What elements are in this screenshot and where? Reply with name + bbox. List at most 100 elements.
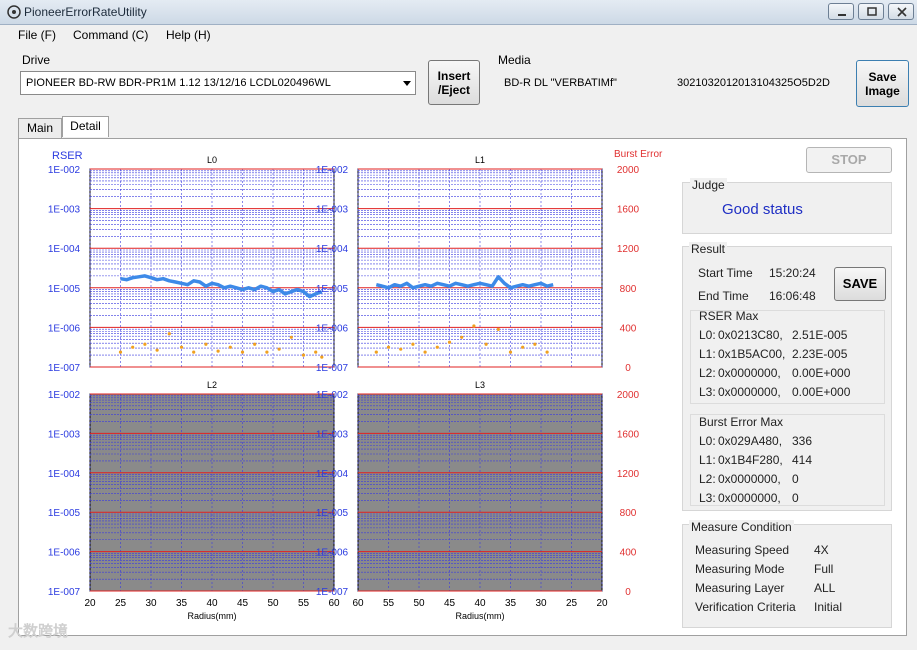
rser-value: 2.51E-005 bbox=[792, 328, 848, 342]
burst-point bbox=[301, 353, 306, 357]
watermark: 大数跨境 bbox=[8, 623, 69, 640]
maximize-button[interactable] bbox=[858, 3, 884, 20]
close-button[interactable] bbox=[888, 3, 914, 20]
measure-value: 4X bbox=[814, 543, 829, 557]
window-title: PioneerErrorRateUtility bbox=[24, 5, 147, 19]
measure-title: Measure Condition bbox=[689, 520, 794, 534]
x-tick-label: 55 bbox=[383, 598, 395, 609]
burst-tick-label: 0 bbox=[625, 363, 631, 374]
rser-tick-label: 1E-005 bbox=[316, 284, 349, 295]
rser-tick-label: 1E-003 bbox=[48, 429, 81, 440]
x-tick-label: 20 bbox=[84, 598, 96, 609]
rser-tick-label: 1E-005 bbox=[48, 284, 81, 295]
rser-tick-label: 1E-002 bbox=[48, 165, 81, 176]
burst-point bbox=[374, 350, 378, 354]
rser-tick-label: 1E-004 bbox=[316, 244, 349, 255]
measure-condition-section: Measure Condition Measuring Speed 4X Mea… bbox=[682, 520, 892, 628]
rser-tick-label: 1E-007 bbox=[316, 587, 349, 598]
burst-tick-label: 1200 bbox=[617, 469, 640, 480]
burst-point bbox=[472, 324, 476, 328]
measure-label: Measuring Speed bbox=[695, 543, 790, 557]
minimize-button[interactable] bbox=[828, 3, 854, 20]
burst-address: 0x029A480, bbox=[718, 434, 783, 448]
rser-value: 0.00E+000 bbox=[792, 385, 851, 399]
rser-tick-label: 1E-003 bbox=[316, 205, 349, 216]
menu-bar: File (F) Command (C) Help (H) bbox=[0, 24, 917, 46]
end-time-label: End Time bbox=[698, 289, 749, 303]
burst-point bbox=[460, 335, 464, 339]
x-tick-label: 40 bbox=[206, 598, 218, 609]
measure-value: Full bbox=[814, 562, 834, 576]
end-time-value: 16:06:48 bbox=[769, 289, 816, 303]
rser-value: 0.00E+000 bbox=[792, 366, 851, 380]
burst-value: 0 bbox=[792, 491, 799, 505]
rser-address: 0x1B5AC00, bbox=[718, 347, 786, 361]
rser-tick-label: 1E-005 bbox=[316, 508, 349, 519]
media-label: Media bbox=[498, 53, 531, 67]
media-disc-type: BD-R DL "VERBATIMf" bbox=[504, 77, 617, 89]
burst-tick-label: 2000 bbox=[617, 165, 640, 176]
burst-layer: L1: bbox=[699, 453, 716, 467]
x-tick-label: 20 bbox=[596, 598, 608, 609]
x-axis-title: Radius(mm) bbox=[455, 611, 504, 621]
burst-point bbox=[179, 345, 184, 349]
x-tick-label: 35 bbox=[176, 598, 188, 609]
burst-point bbox=[216, 349, 220, 353]
burst-point bbox=[167, 332, 171, 336]
x-tick-label: 50 bbox=[267, 598, 279, 609]
burst-point bbox=[386, 345, 391, 349]
burst-point bbox=[533, 342, 537, 346]
drive-select-value: PIONEER BD-RW BDR-PR1M 1.12 13/12/16 LCD… bbox=[26, 77, 331, 89]
rser-address: 0x0213C80, bbox=[718, 328, 783, 342]
judge-status: Good status bbox=[722, 201, 803, 218]
burst-point bbox=[508, 350, 513, 354]
x-tick-label: 60 bbox=[352, 598, 364, 609]
menu-file[interactable]: File (F) bbox=[18, 28, 56, 42]
rser-tick-label: 1E-002 bbox=[316, 165, 349, 176]
burst-point bbox=[253, 342, 257, 346]
tab-main[interactable]: Main bbox=[18, 118, 62, 138]
save-button[interactable]: SAVE bbox=[834, 267, 886, 301]
rser-max-group: RSER Max L0: 0x0213C80, 2.51E-005 L1: 0x… bbox=[690, 309, 885, 404]
burst-point bbox=[496, 327, 500, 331]
stop-button[interactable]: STOP bbox=[806, 147, 892, 173]
rser-value: 2.23E-005 bbox=[792, 347, 848, 361]
rser-tick-label: 1E-006 bbox=[48, 548, 81, 559]
rser-tick-label: 1E-003 bbox=[316, 429, 349, 440]
burst-point bbox=[435, 345, 439, 349]
burst-tick-label: 400 bbox=[620, 548, 637, 559]
tab-detail[interactable]: Detail bbox=[62, 116, 109, 137]
layer-label: L3 bbox=[475, 380, 485, 390]
burst-tick-label: 1600 bbox=[617, 429, 640, 440]
burst-layer: L3: bbox=[699, 491, 716, 505]
media-id: 3021032012013104325O5D2D bbox=[677, 77, 830, 89]
burst-point bbox=[411, 342, 415, 346]
burst-point bbox=[192, 350, 196, 354]
menu-command[interactable]: Command (C) bbox=[73, 28, 149, 42]
drive-select[interactable]: PIONEER BD-RW BDR-PR1M 1.12 13/12/16 LCD… bbox=[20, 71, 416, 95]
burst-point bbox=[131, 345, 135, 349]
menu-help[interactable]: Help (H) bbox=[166, 28, 211, 42]
media-info: BD-R DL "VERBATIMf" 3021032012013104325O… bbox=[492, 70, 847, 100]
measure-label: Verification Criteria bbox=[695, 600, 796, 614]
layer-label: L1 bbox=[475, 155, 485, 165]
rser-series-line bbox=[120, 274, 323, 299]
x-tick-label: 25 bbox=[115, 598, 127, 609]
burst-point bbox=[314, 350, 318, 354]
burst-layer: L0: bbox=[699, 434, 716, 448]
save-image-button[interactable]: Save Image bbox=[856, 60, 909, 107]
rser-tick-label: 1E-007 bbox=[48, 363, 81, 374]
rser-tick-label: 1E-004 bbox=[48, 469, 81, 480]
burst-point bbox=[265, 350, 269, 354]
insert-eject-button[interactable]: Insert /Eject bbox=[428, 60, 480, 105]
rser-tick-label: 1E-006 bbox=[48, 323, 81, 334]
close-icon bbox=[897, 7, 907, 17]
x-tick-label: 25 bbox=[566, 598, 578, 609]
burst-max-title: Burst Error Max bbox=[699, 415, 784, 429]
x-tick-label: 45 bbox=[444, 598, 456, 609]
burst-tick-label: 1200 bbox=[617, 244, 640, 255]
judge-title: Judge bbox=[690, 178, 727, 192]
burst-tick-label: 1600 bbox=[617, 205, 640, 216]
burst-value: 336 bbox=[792, 434, 813, 448]
x-tick-label: 30 bbox=[145, 598, 157, 609]
